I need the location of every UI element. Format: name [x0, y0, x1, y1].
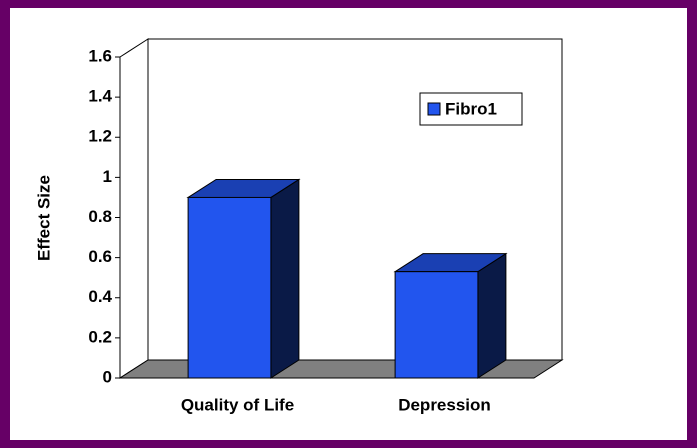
y-tick-label: 1.4 [88, 87, 112, 106]
bar-side [477, 252, 507, 379]
y-tick-label: 1 [103, 167, 112, 186]
y-tick-label: 0.8 [88, 207, 112, 226]
bar-side [270, 178, 300, 379]
legend-label: Fibro1 [445, 99, 497, 118]
y-axis-label: Effect Size [34, 175, 53, 261]
bar [394, 271, 479, 379]
y-tick-label: 0.4 [88, 287, 112, 306]
legend-swatch [427, 102, 441, 116]
x-tick-label: Quality of Life [181, 395, 294, 414]
bar [187, 196, 272, 379]
side-wall [119, 38, 149, 379]
y-tick-label: 0 [103, 367, 112, 386]
x-tick-label: Depression [398, 395, 491, 414]
y-tick-label: 1.6 [88, 46, 112, 65]
y-tick-label: 0.2 [88, 327, 112, 346]
y-tick-label: 1.2 [88, 127, 112, 146]
y-tick-label: 0.6 [88, 247, 112, 266]
